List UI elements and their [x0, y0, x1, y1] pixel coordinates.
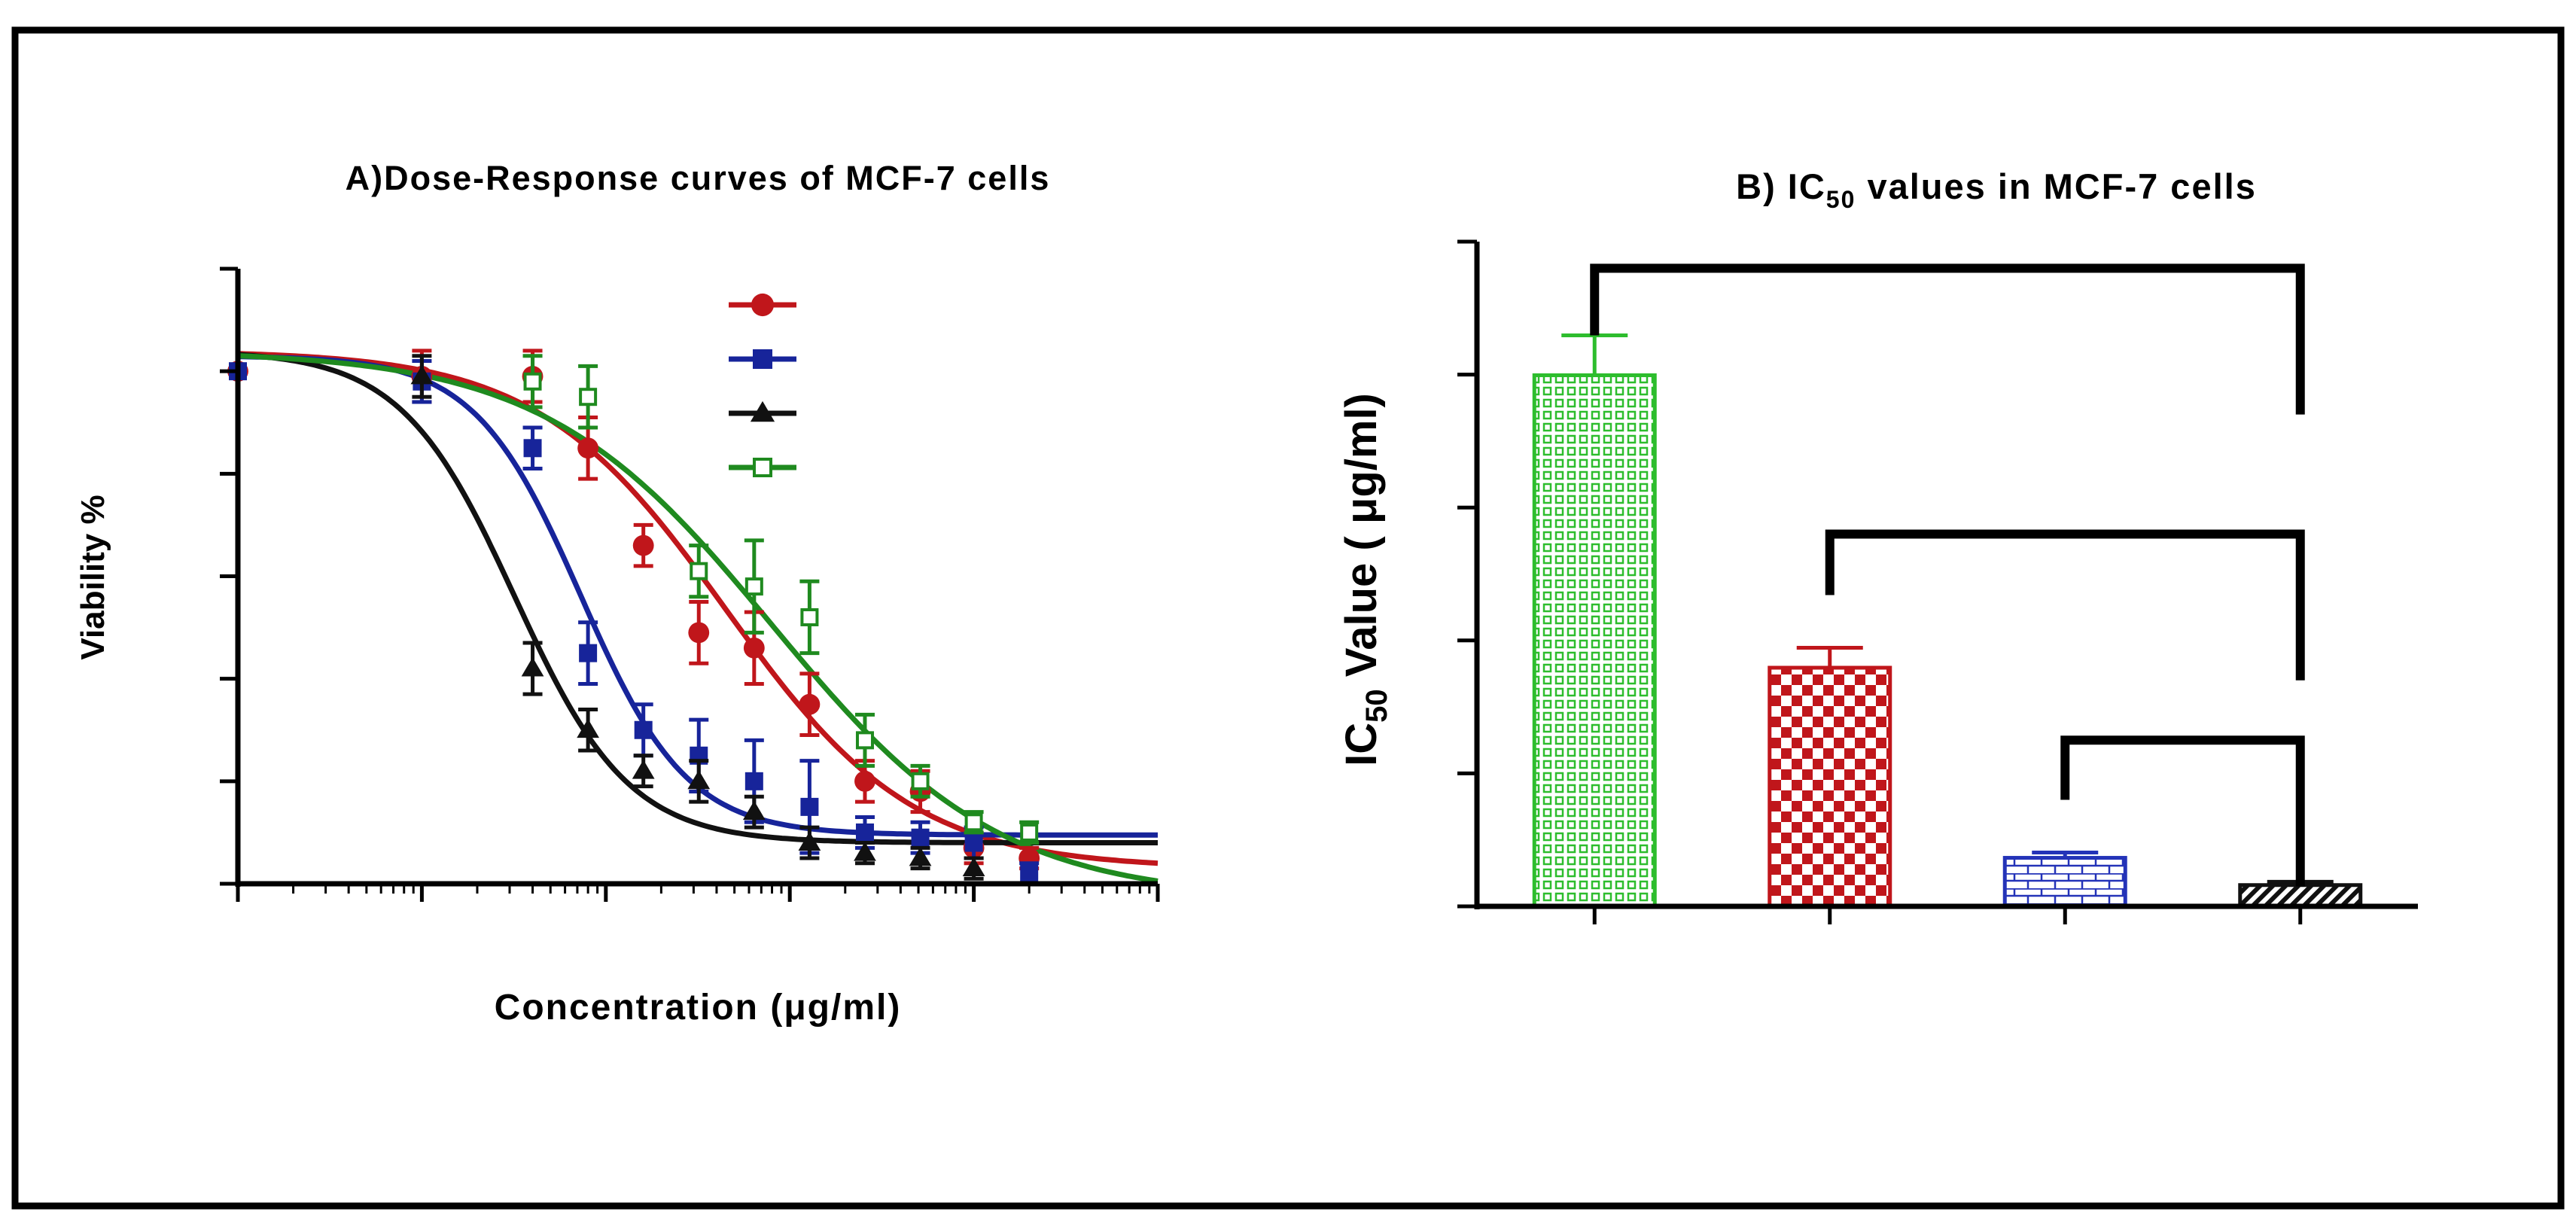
- figure-frame: [11, 26, 2565, 1210]
- data-point: [1020, 823, 1039, 842]
- data-point: [688, 622, 710, 644]
- b-y-axis-label: IC50 Value ( μg/ml): [1337, 393, 1393, 766]
- data-point: [523, 372, 542, 391]
- bar-0: [1532, 373, 1657, 909]
- data-point: [632, 534, 654, 556]
- fit-curve-3: [237, 353, 1159, 884]
- x-axis-label: Concentration (μg/ml): [495, 988, 902, 1028]
- y-axis-ticks: [220, 266, 238, 886]
- legend-marker: [750, 400, 775, 422]
- data-points: [227, 349, 1040, 886]
- data-point: [744, 772, 763, 790]
- significance-bracket: [2060, 735, 2305, 887]
- data-point: [687, 769, 711, 790]
- bars: [1532, 333, 2363, 909]
- data-point: [798, 831, 821, 851]
- b-y-label-main: IC: [1337, 723, 1386, 766]
- legend-marker: [753, 458, 772, 477]
- x-axis-ticks: [236, 884, 1160, 902]
- b-y-label-rest: Value ( μg/ml): [1337, 393, 1386, 689]
- ic50-bar-panel: B) IC50 values in MCF-7 cells IC50 Value…: [1337, 166, 2418, 924]
- panel-b-title-main: B) IC: [1736, 166, 1826, 206]
- dose-response-panel: A)Dose-Response curves of MCF-7 cells Co…: [75, 159, 1160, 1028]
- data-point: [909, 847, 932, 866]
- data-point: [634, 720, 653, 739]
- data-point: [854, 842, 876, 861]
- panel-b-title-sub: 50: [1826, 186, 1856, 213]
- significance-bracket: [1590, 263, 2305, 415]
- data-point: [577, 437, 599, 459]
- data-point: [911, 772, 930, 790]
- data-point: [855, 731, 874, 750]
- bar-3: [2238, 883, 2363, 909]
- panel-a-title: A)Dose-Response curves of MCF-7 cells: [346, 159, 1051, 197]
- b-y-label-sub: 50: [1360, 689, 1393, 723]
- significance-bracket: [1825, 529, 2305, 681]
- y-axis-label: Viability %: [75, 495, 111, 659]
- legend-marker: [751, 293, 775, 317]
- data-point: [410, 365, 434, 385]
- significance-brackets: [1590, 263, 2305, 887]
- data-point: [742, 800, 766, 821]
- data-point: [577, 718, 599, 738]
- panel-b-title: B) IC50 values in MCF-7 cells: [1736, 166, 2257, 213]
- b-y-axis-ticks: [1457, 239, 1477, 909]
- legend-marker: [753, 349, 772, 369]
- data-point: [743, 637, 765, 659]
- data-point: [523, 439, 542, 458]
- data-point: [690, 562, 708, 580]
- data-point: [911, 828, 930, 847]
- data-point: [579, 388, 598, 406]
- data-point: [800, 797, 819, 816]
- data-point: [744, 577, 763, 596]
- data-point: [799, 693, 821, 715]
- fit-curve-2: [237, 352, 1158, 845]
- b-x-axis-ticks: [1592, 906, 2303, 924]
- data-point: [964, 833, 983, 852]
- data-point: [855, 823, 874, 842]
- bar-1: [1768, 665, 1892, 909]
- bar-2: [2002, 856, 2127, 909]
- data-point: [579, 644, 598, 662]
- data-point: [800, 607, 819, 626]
- data-point: [854, 770, 875, 792]
- data-point: [962, 857, 985, 876]
- data-point: [1020, 864, 1039, 883]
- data-point: [964, 813, 983, 832]
- panel-b-title-rest: values in MCF-7 cells: [1856, 166, 2256, 206]
- data-point: [632, 760, 655, 779]
- data-point: [521, 657, 544, 677]
- legend: [729, 293, 796, 477]
